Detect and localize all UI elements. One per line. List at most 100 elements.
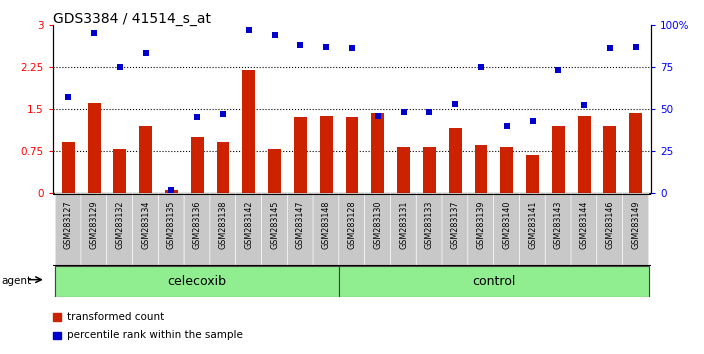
FancyBboxPatch shape bbox=[55, 191, 82, 268]
FancyBboxPatch shape bbox=[184, 191, 210, 268]
FancyBboxPatch shape bbox=[313, 191, 339, 268]
FancyBboxPatch shape bbox=[287, 191, 313, 268]
FancyBboxPatch shape bbox=[81, 191, 107, 268]
Bar bbox=[629, 113, 642, 193]
Point bbox=[243, 27, 254, 33]
Text: GSM283132: GSM283132 bbox=[115, 200, 125, 249]
Bar bbox=[526, 155, 539, 193]
Text: GSM283129: GSM283129 bbox=[89, 200, 99, 249]
Text: GSM283128: GSM283128 bbox=[348, 200, 356, 249]
FancyBboxPatch shape bbox=[520, 191, 546, 268]
Point bbox=[114, 64, 125, 70]
Bar bbox=[294, 117, 307, 193]
Text: GSM283142: GSM283142 bbox=[244, 200, 253, 249]
Point bbox=[475, 64, 486, 70]
FancyBboxPatch shape bbox=[158, 191, 184, 268]
Text: GSM283148: GSM283148 bbox=[322, 200, 331, 249]
Text: GSM283136: GSM283136 bbox=[193, 200, 202, 249]
Bar bbox=[53, 313, 61, 321]
Bar bbox=[62, 142, 75, 193]
Point bbox=[424, 109, 435, 115]
Point bbox=[372, 113, 384, 118]
FancyBboxPatch shape bbox=[622, 191, 649, 268]
FancyBboxPatch shape bbox=[597, 191, 623, 268]
FancyBboxPatch shape bbox=[391, 191, 417, 268]
Bar bbox=[191, 137, 203, 193]
Text: GSM283131: GSM283131 bbox=[399, 200, 408, 249]
Point bbox=[630, 44, 641, 50]
Bar bbox=[113, 149, 126, 193]
Point bbox=[218, 111, 229, 117]
Point bbox=[501, 123, 513, 129]
Point bbox=[63, 94, 74, 100]
Bar bbox=[552, 126, 565, 193]
Point bbox=[320, 44, 332, 50]
Text: control: control bbox=[472, 275, 515, 288]
FancyBboxPatch shape bbox=[365, 191, 391, 268]
Bar bbox=[423, 147, 436, 193]
Point bbox=[295, 42, 306, 48]
Bar bbox=[165, 190, 178, 193]
Text: GSM283137: GSM283137 bbox=[451, 200, 460, 249]
Text: transformed count: transformed count bbox=[67, 312, 164, 322]
FancyBboxPatch shape bbox=[545, 191, 572, 268]
Bar bbox=[371, 113, 384, 193]
Text: GDS3384 / 41514_s_at: GDS3384 / 41514_s_at bbox=[53, 12, 210, 27]
Point bbox=[89, 30, 100, 36]
Text: GSM283144: GSM283144 bbox=[579, 200, 589, 249]
Bar bbox=[217, 142, 230, 193]
Point bbox=[269, 32, 280, 38]
Bar bbox=[242, 70, 256, 193]
Text: GSM283139: GSM283139 bbox=[477, 200, 486, 249]
Text: GSM283145: GSM283145 bbox=[270, 200, 279, 249]
Text: GSM283140: GSM283140 bbox=[502, 200, 511, 249]
Point bbox=[553, 67, 564, 73]
Bar bbox=[56, 266, 339, 297]
Bar bbox=[320, 115, 333, 193]
Bar bbox=[346, 117, 358, 193]
Bar bbox=[397, 147, 410, 193]
Point bbox=[450, 101, 461, 107]
Text: GSM283135: GSM283135 bbox=[167, 200, 176, 249]
FancyBboxPatch shape bbox=[261, 191, 288, 268]
FancyBboxPatch shape bbox=[339, 191, 365, 268]
Text: GSM283146: GSM283146 bbox=[605, 200, 615, 249]
Point bbox=[346, 45, 358, 51]
Bar bbox=[87, 103, 101, 193]
Bar bbox=[268, 149, 281, 193]
FancyBboxPatch shape bbox=[571, 191, 597, 268]
Bar bbox=[53, 332, 61, 339]
FancyBboxPatch shape bbox=[236, 191, 262, 268]
Bar bbox=[501, 147, 513, 193]
Point bbox=[191, 114, 203, 120]
Point bbox=[527, 118, 538, 124]
Bar bbox=[603, 126, 617, 193]
FancyBboxPatch shape bbox=[210, 191, 236, 268]
Text: GSM283127: GSM283127 bbox=[64, 200, 73, 249]
Text: GSM283147: GSM283147 bbox=[296, 200, 305, 249]
FancyBboxPatch shape bbox=[416, 191, 443, 268]
FancyBboxPatch shape bbox=[107, 191, 133, 268]
Text: GSM283143: GSM283143 bbox=[554, 200, 562, 249]
Bar bbox=[339, 266, 648, 297]
Bar bbox=[139, 126, 152, 193]
Point bbox=[604, 45, 615, 51]
Bar bbox=[578, 115, 591, 193]
FancyBboxPatch shape bbox=[132, 191, 159, 268]
FancyBboxPatch shape bbox=[494, 191, 520, 268]
Text: celecoxib: celecoxib bbox=[168, 275, 227, 288]
Point bbox=[579, 103, 590, 108]
Text: GSM283138: GSM283138 bbox=[218, 200, 227, 249]
Point bbox=[140, 51, 151, 56]
Text: percentile rank within the sample: percentile rank within the sample bbox=[67, 330, 243, 341]
FancyBboxPatch shape bbox=[442, 191, 468, 268]
Point bbox=[166, 187, 177, 193]
Bar bbox=[474, 145, 487, 193]
Point bbox=[398, 109, 409, 115]
Text: GSM283134: GSM283134 bbox=[142, 200, 150, 249]
Text: GSM283130: GSM283130 bbox=[373, 200, 382, 249]
FancyBboxPatch shape bbox=[468, 191, 494, 268]
Text: GSM283133: GSM283133 bbox=[425, 200, 434, 249]
Bar bbox=[448, 129, 462, 193]
Text: GSM283141: GSM283141 bbox=[528, 200, 537, 249]
